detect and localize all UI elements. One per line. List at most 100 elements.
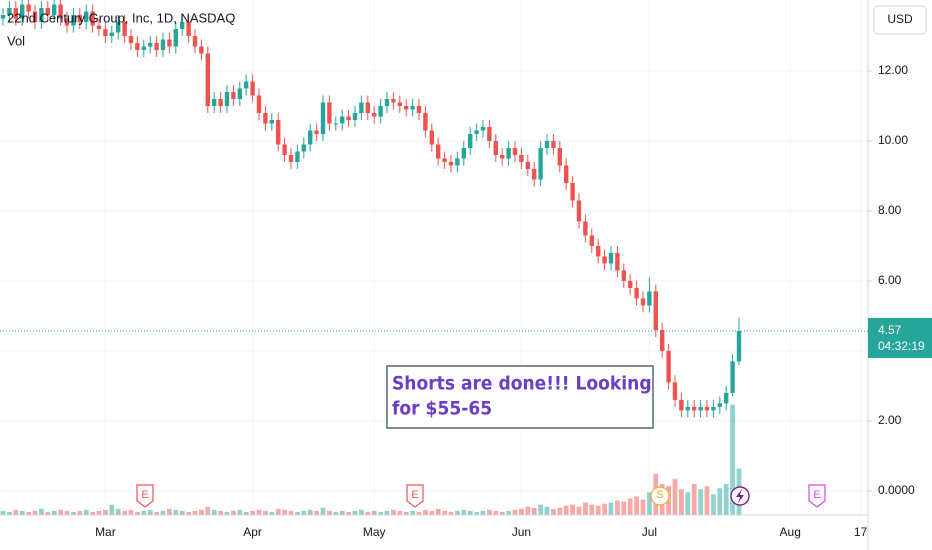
candle-body [551,140,556,148]
volume-bar [359,509,364,515]
event-marker[interactable] [136,484,154,508]
candle-body [160,39,166,51]
candle-body [20,4,25,19]
volume-bar [26,511,31,515]
volume-bar [634,496,639,515]
event-icon[interactable] [736,489,744,503]
candle-body [423,113,428,131]
candle-body [608,252,614,264]
countdown: 04:32:19 [878,339,925,353]
volume-bar [538,504,543,515]
candle-body [333,123,338,125]
x-tick-label: Apr [243,525,262,539]
candle-body [231,92,236,100]
candle-body [384,99,390,107]
volume-bar [0,510,6,515]
candle-body [237,88,242,100]
volume-bar [467,510,473,515]
volume-bar [487,509,492,515]
volume-bar [64,510,70,515]
volume-bar [90,511,95,515]
event-marker[interactable] [650,486,670,506]
candle-body [519,154,524,162]
candle-body [570,182,575,201]
grid [0,0,872,515]
candle-body [448,161,454,166]
volume-bar [7,511,12,515]
volume-bar [551,508,556,515]
volume-bar [583,502,588,515]
volume-bar [711,494,716,515]
candle-body [173,29,178,47]
volume-bar [627,498,633,515]
event-marker[interactable] [808,484,826,508]
volume-bar [544,506,550,515]
candle-body [26,4,31,12]
volume-bar [243,511,249,515]
candle-body [461,147,466,159]
volume-bar [429,510,435,515]
candle-body [39,8,44,23]
volume-bar [179,510,185,515]
volume-bar [499,511,505,515]
volume-bar [455,510,460,515]
currency[interactable]: USD [887,12,913,26]
volume-bar [410,510,415,515]
volume-bar [595,505,601,515]
candle-body [64,18,70,26]
currency-button[interactable] [873,5,927,35]
candle-body [711,406,716,411]
candle-body [372,113,377,117]
candle-body [154,43,159,51]
candle-body [480,127,486,131]
annotation-text: for $55-65 [392,398,492,420]
candle-body [282,144,287,155]
event-label[interactable]: S [656,489,663,501]
volume-bar [211,509,217,515]
candle-body [436,144,441,159]
candle-body [122,22,127,37]
candle-body [45,8,50,16]
candle-body [32,11,38,23]
candle-body [320,102,326,134]
candle-body [224,92,230,107]
x-tick-label: Jul [642,525,657,539]
volume-bar [666,486,671,515]
volume-bar [199,509,204,515]
volume-bar [435,508,441,515]
volume-bar [672,478,678,515]
volume-bar [58,509,63,515]
volume-bar [615,500,620,515]
volume-bar [384,510,390,515]
volume-bar [339,510,345,515]
volume-bar [45,511,51,515]
event-marker[interactable] [406,484,424,508]
volume-label: Vol [7,33,25,48]
candle-body [378,106,383,117]
volume-bar [685,492,691,515]
candle-body [180,22,185,30]
volume-bar [557,507,563,515]
volume-bar [205,506,211,515]
event-label[interactable]: E [813,489,820,501]
volume-bar [320,507,326,515]
volume-bar [256,509,262,515]
candle-body [90,11,95,26]
candle-body [84,11,89,23]
candle-body [679,399,684,411]
candle-body [493,140,498,155]
candle-body [672,382,678,400]
candle-body [455,158,460,166]
candle-body [186,22,191,37]
volume-bar [480,510,486,515]
candle-body [295,151,300,162]
candle-body [148,43,153,47]
event-label[interactable]: E [141,489,148,501]
volume-bar [32,510,38,515]
volume-bar [371,510,377,515]
volume-bar [602,503,607,515]
candle-body [192,36,198,47]
event-label[interactable]: E [411,489,418,501]
candle-body [564,165,569,183]
